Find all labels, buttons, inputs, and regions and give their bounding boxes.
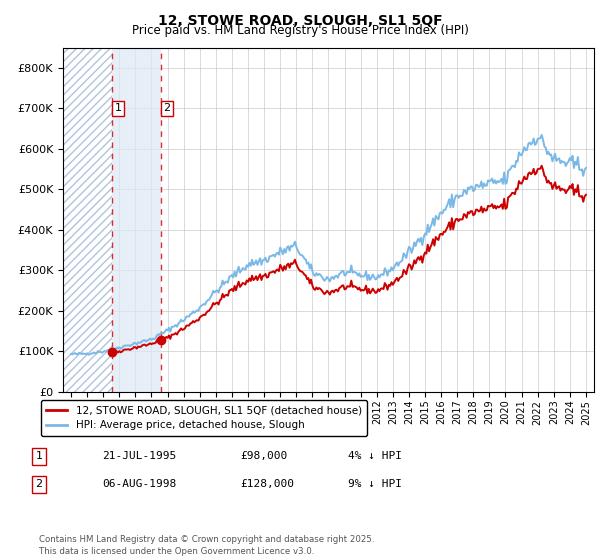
Text: 21-JUL-1995: 21-JUL-1995 [102,451,176,461]
Text: 06-AUG-1998: 06-AUG-1998 [102,479,176,489]
Text: 9% ↓ HPI: 9% ↓ HPI [348,479,402,489]
Bar [112,48,161,392]
Text: 1: 1 [35,451,43,461]
Text: 2: 2 [35,479,43,489]
Text: 4% ↓ HPI: 4% ↓ HPI [348,451,402,461]
Legend: 12, STOWE ROAD, SLOUGH, SL1 5QF (detached house), HPI: Average price, detached h: 12, STOWE ROAD, SLOUGH, SL1 5QF (detache… [41,400,367,436]
Text: 1: 1 [115,104,121,113]
Text: Price paid vs. HM Land Registry's House Price Index (HPI): Price paid vs. HM Land Registry's House … [131,24,469,37]
Text: 2: 2 [163,104,170,113]
Text: £128,000: £128,000 [240,479,294,489]
Text: Contains HM Land Registry data © Crown copyright and database right 2025.
This d: Contains HM Land Registry data © Crown c… [39,535,374,556]
Text: £98,000: £98,000 [240,451,287,461]
Text: 12, STOWE ROAD, SLOUGH, SL1 5QF: 12, STOWE ROAD, SLOUGH, SL1 5QF [158,14,442,28]
Bar [63,48,112,392]
